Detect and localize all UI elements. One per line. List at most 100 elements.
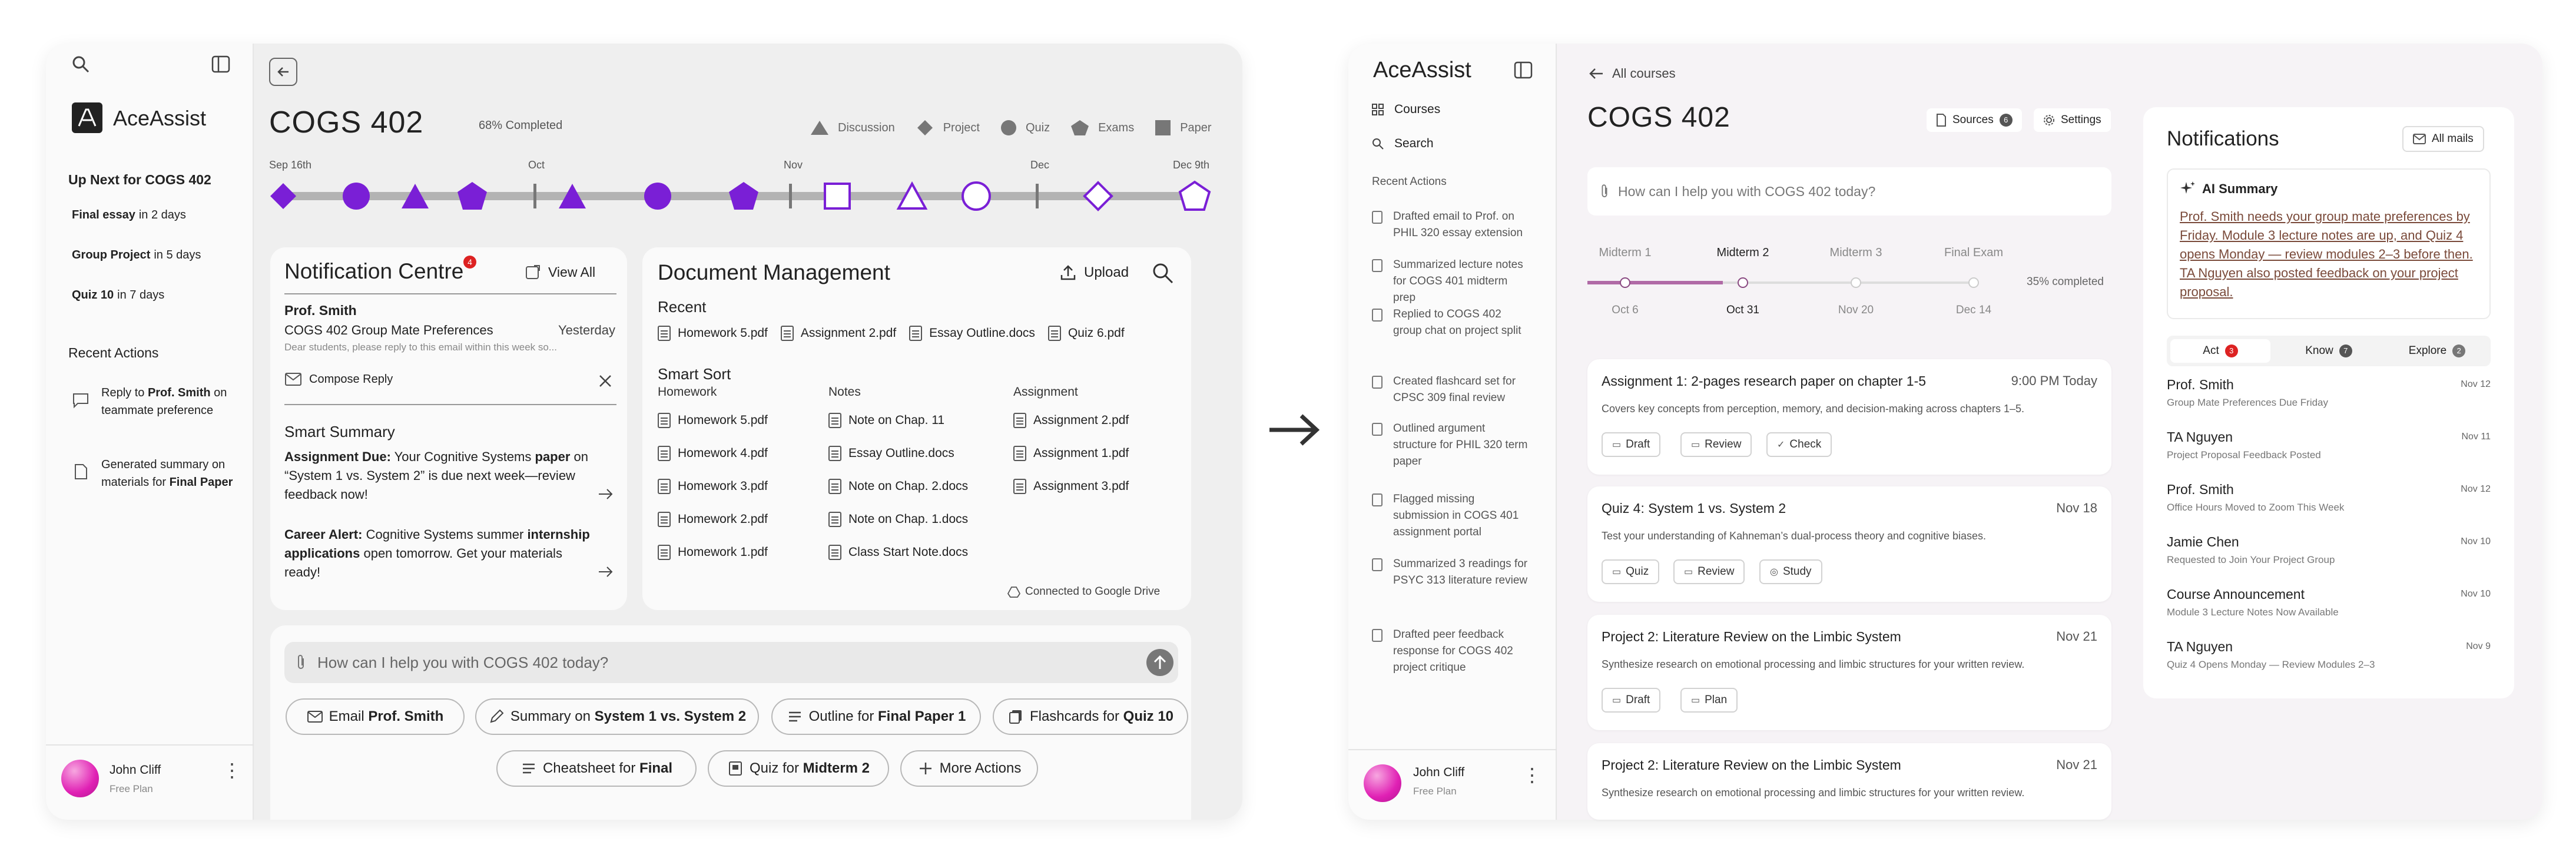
- more-options-icon[interactable]: ⋮: [1523, 764, 1541, 786]
- file-item[interactable]: Note on Chap. 2.docs: [828, 476, 968, 497]
- compose-reply-button[interactable]: Compose Reply: [284, 372, 393, 386]
- up-next-item[interactable]: Quiz 10 in 7 days: [72, 289, 164, 302]
- paper-marker[interactable]: [824, 183, 851, 210]
- back-button[interactable]: [269, 58, 297, 86]
- attach-icon[interactable]: [1599, 183, 1610, 200]
- sidebar-toggle-icon[interactable]: [1513, 60, 1533, 80]
- settings-button[interactable]: Settings: [2034, 108, 2111, 132]
- more-options-icon[interactable]: ⋮: [223, 760, 241, 781]
- quiz-marker[interactable]: [644, 183, 671, 210]
- file-item[interactable]: Essay Outline.docs: [828, 443, 954, 464]
- summary-item[interactable]: Career Alert: Cognitive Systems summer i…: [284, 525, 591, 582]
- all-mails-button[interactable]: All mails: [2402, 126, 2484, 152]
- file-item[interactable]: Class Start Note.docs: [828, 542, 968, 563]
- quick-action-chip[interactable]: Summary on System 1 vs. System 2: [475, 698, 759, 735]
- notification-item[interactable]: TA Nguyen Quiz 4 Opens Monday — Review Mo…: [2167, 639, 2491, 686]
- file-item[interactable]: Note on Chap. 1.docs: [828, 509, 968, 530]
- notification-item[interactable]: Prof. Smith Office Hours Moved to Zoom Th…: [2167, 482, 2491, 529]
- task-action-draft[interactable]: ▭ Draft: [1602, 432, 1661, 457]
- send-button[interactable]: [1146, 649, 1173, 676]
- quick-action-chip[interactable]: Quiz for Midterm 2: [708, 750, 889, 787]
- notification-item[interactable]: Prof. Smith Group Mate Preferences Due Fr…: [2167, 377, 2491, 424]
- discussion-marker[interactable]: [402, 184, 429, 208]
- task-card[interactable]: Assignment 1: 2-pages research paper on …: [1587, 359, 2111, 475]
- avatar[interactable]: [61, 760, 99, 797]
- task-action-study[interactable]: ◎ Study: [1759, 559, 1822, 584]
- file-item[interactable]: Homework 5.pdf: [658, 410, 768, 431]
- recent-action-item[interactable]: Flagged missing submission in COGS 401 a…: [1372, 491, 1549, 541]
- up-next-item[interactable]: Group Project in 5 days: [72, 249, 201, 262]
- quiz-marker[interactable]: [343, 183, 370, 210]
- tab-know[interactable]: Know 7: [2279, 339, 2379, 363]
- exam-marker[interactable]: [729, 182, 758, 210]
- quick-action-chip[interactable]: Cheatsheet for Final: [496, 750, 697, 787]
- file-item[interactable]: Homework 5.pdf: [658, 323, 768, 344]
- project-marker[interactable]: [1083, 181, 1113, 211]
- file-item[interactable]: Assignment 1.pdf: [1013, 443, 1129, 464]
- discussion-marker[interactable]: [559, 184, 586, 208]
- notification-item[interactable]: Jamie Chen Requested to Join Your Project…: [2167, 534, 2491, 581]
- task-card[interactable]: Project 2: Literature Review on the Limb…: [1587, 615, 2111, 730]
- exam-marker[interactable]: [1178, 180, 1211, 211]
- search-icon[interactable]: [1151, 261, 1175, 285]
- file-item[interactable]: Assignment 2.pdf: [1013, 410, 1129, 431]
- file-item[interactable]: Essay Outline.docs: [909, 323, 1035, 344]
- notification-item[interactable]: TA Nguyen Project Proposal Feedback Poste…: [2167, 429, 2491, 476]
- avatar[interactable]: [1364, 764, 1401, 802]
- file-item[interactable]: Homework 3.pdf: [658, 476, 768, 497]
- project-marker[interactable]: [270, 183, 296, 209]
- milestone-dot[interactable]: [1968, 277, 1979, 288]
- quick-action-chip[interactable]: Email Prof. Smith: [286, 698, 465, 735]
- arrow-right-icon[interactable]: [598, 488, 614, 501]
- up-next-item[interactable]: Final essay in 2 days: [72, 208, 186, 222]
- close-icon[interactable]: [598, 373, 613, 389]
- file-item[interactable]: Homework 1.pdf: [658, 542, 768, 563]
- milestone-dot[interactable]: [1620, 277, 1630, 288]
- quick-action-chip[interactable]: Flashcards for Quiz 10: [993, 698, 1188, 735]
- task-action-check[interactable]: ✓ Check: [1766, 432, 1832, 457]
- sidebar-toggle-icon[interactable]: [211, 54, 231, 74]
- upload-button[interactable]: Upload: [1059, 264, 1129, 281]
- back-to-courses-link[interactable]: All courses: [1589, 66, 1676, 81]
- recent-action-item[interactable]: Drafted email to Prof. on PHIL 320 essay…: [1372, 208, 1549, 241]
- recent-action-item[interactable]: Replied to COGS 402 group chat on projec…: [1372, 306, 1549, 339]
- recent-action-item[interactable]: Created flashcard set for CPSC 309 final…: [1372, 373, 1549, 406]
- nav-courses[interactable]: Courses: [1372, 102, 1440, 117]
- tab-explore[interactable]: Explore 2: [2387, 339, 2487, 363]
- recent-action-item[interactable]: Drafted peer feedback response for COGS …: [1372, 627, 1549, 676]
- recent-action-item[interactable]: Summarized lecture notes for COGS 401 mi…: [1372, 257, 1549, 306]
- attach-icon[interactable]: [295, 654, 307, 671]
- file-item[interactable]: Homework 2.pdf: [658, 509, 768, 530]
- recent-action-item[interactable]: Summarized 3 readings for PSYC 313 liter…: [1372, 556, 1549, 589]
- quick-action-chip[interactable]: More Actions: [900, 750, 1038, 787]
- task-action-draft[interactable]: ▭ Draft: [1602, 688, 1661, 713]
- recent-action-item[interactable]: Outlined argument structure for PHIL 320…: [1372, 420, 1549, 470]
- milestone-dot[interactable]: [1738, 277, 1748, 288]
- summary-item[interactable]: Assignment Due: Your Cognitive Systems p…: [284, 448, 591, 504]
- file-item[interactable]: Quiz 6.pdf: [1047, 323, 1125, 344]
- task-action-plan[interactable]: ▭ Plan: [1680, 688, 1738, 713]
- file-item[interactable]: Assignment 3.pdf: [1013, 476, 1129, 497]
- prompt-input[interactable]: How can I help you with COGS 402 today?: [284, 642, 1178, 683]
- task-action-review[interactable]: ▭ Review: [1680, 432, 1752, 457]
- discussion-marker[interactable]: [896, 181, 928, 210]
- file-item[interactable]: Homework 4.pdf: [658, 443, 768, 464]
- tab-act[interactable]: Act 3: [2170, 339, 2270, 363]
- sources-button[interactable]: Sources 6: [1927, 108, 2022, 132]
- task-card[interactable]: Quiz 4: System 1 vs. System 2 Nov 18 Test …: [1587, 486, 2111, 602]
- prompt-input[interactable]: How can I help you with COGS 402 today?: [1587, 167, 2111, 216]
- search-icon[interactable]: [71, 54, 91, 74]
- ai-summary-text[interactable]: Prof. Smith needs your group mate prefer…: [2180, 209, 2473, 299]
- recent-action-item[interactable]: Generated summary on materials for Final…: [72, 456, 243, 491]
- file-item[interactable]: Note on Chap. 11: [828, 410, 944, 431]
- exam-marker[interactable]: [457, 182, 487, 210]
- arrow-right-icon[interactable]: [598, 565, 614, 578]
- notification-item[interactable]: Course Announcement Module 3 Lecture Note…: [2167, 587, 2491, 634]
- quick-action-chip[interactable]: Outline for Final Paper 1: [771, 698, 981, 735]
- view-all-button[interactable]: View All: [525, 264, 595, 280]
- task-action-quiz[interactable]: ▭ Quiz: [1602, 559, 1660, 584]
- file-item[interactable]: Assignment 2.pdf: [780, 323, 896, 344]
- task-card[interactable]: Project 2: Literature Review on the Limb…: [1587, 743, 2111, 820]
- recent-action-item[interactable]: Reply to Prof. Smith on teammate prefere…: [72, 384, 243, 419]
- task-action-review[interactable]: ▭ Review: [1673, 559, 1745, 584]
